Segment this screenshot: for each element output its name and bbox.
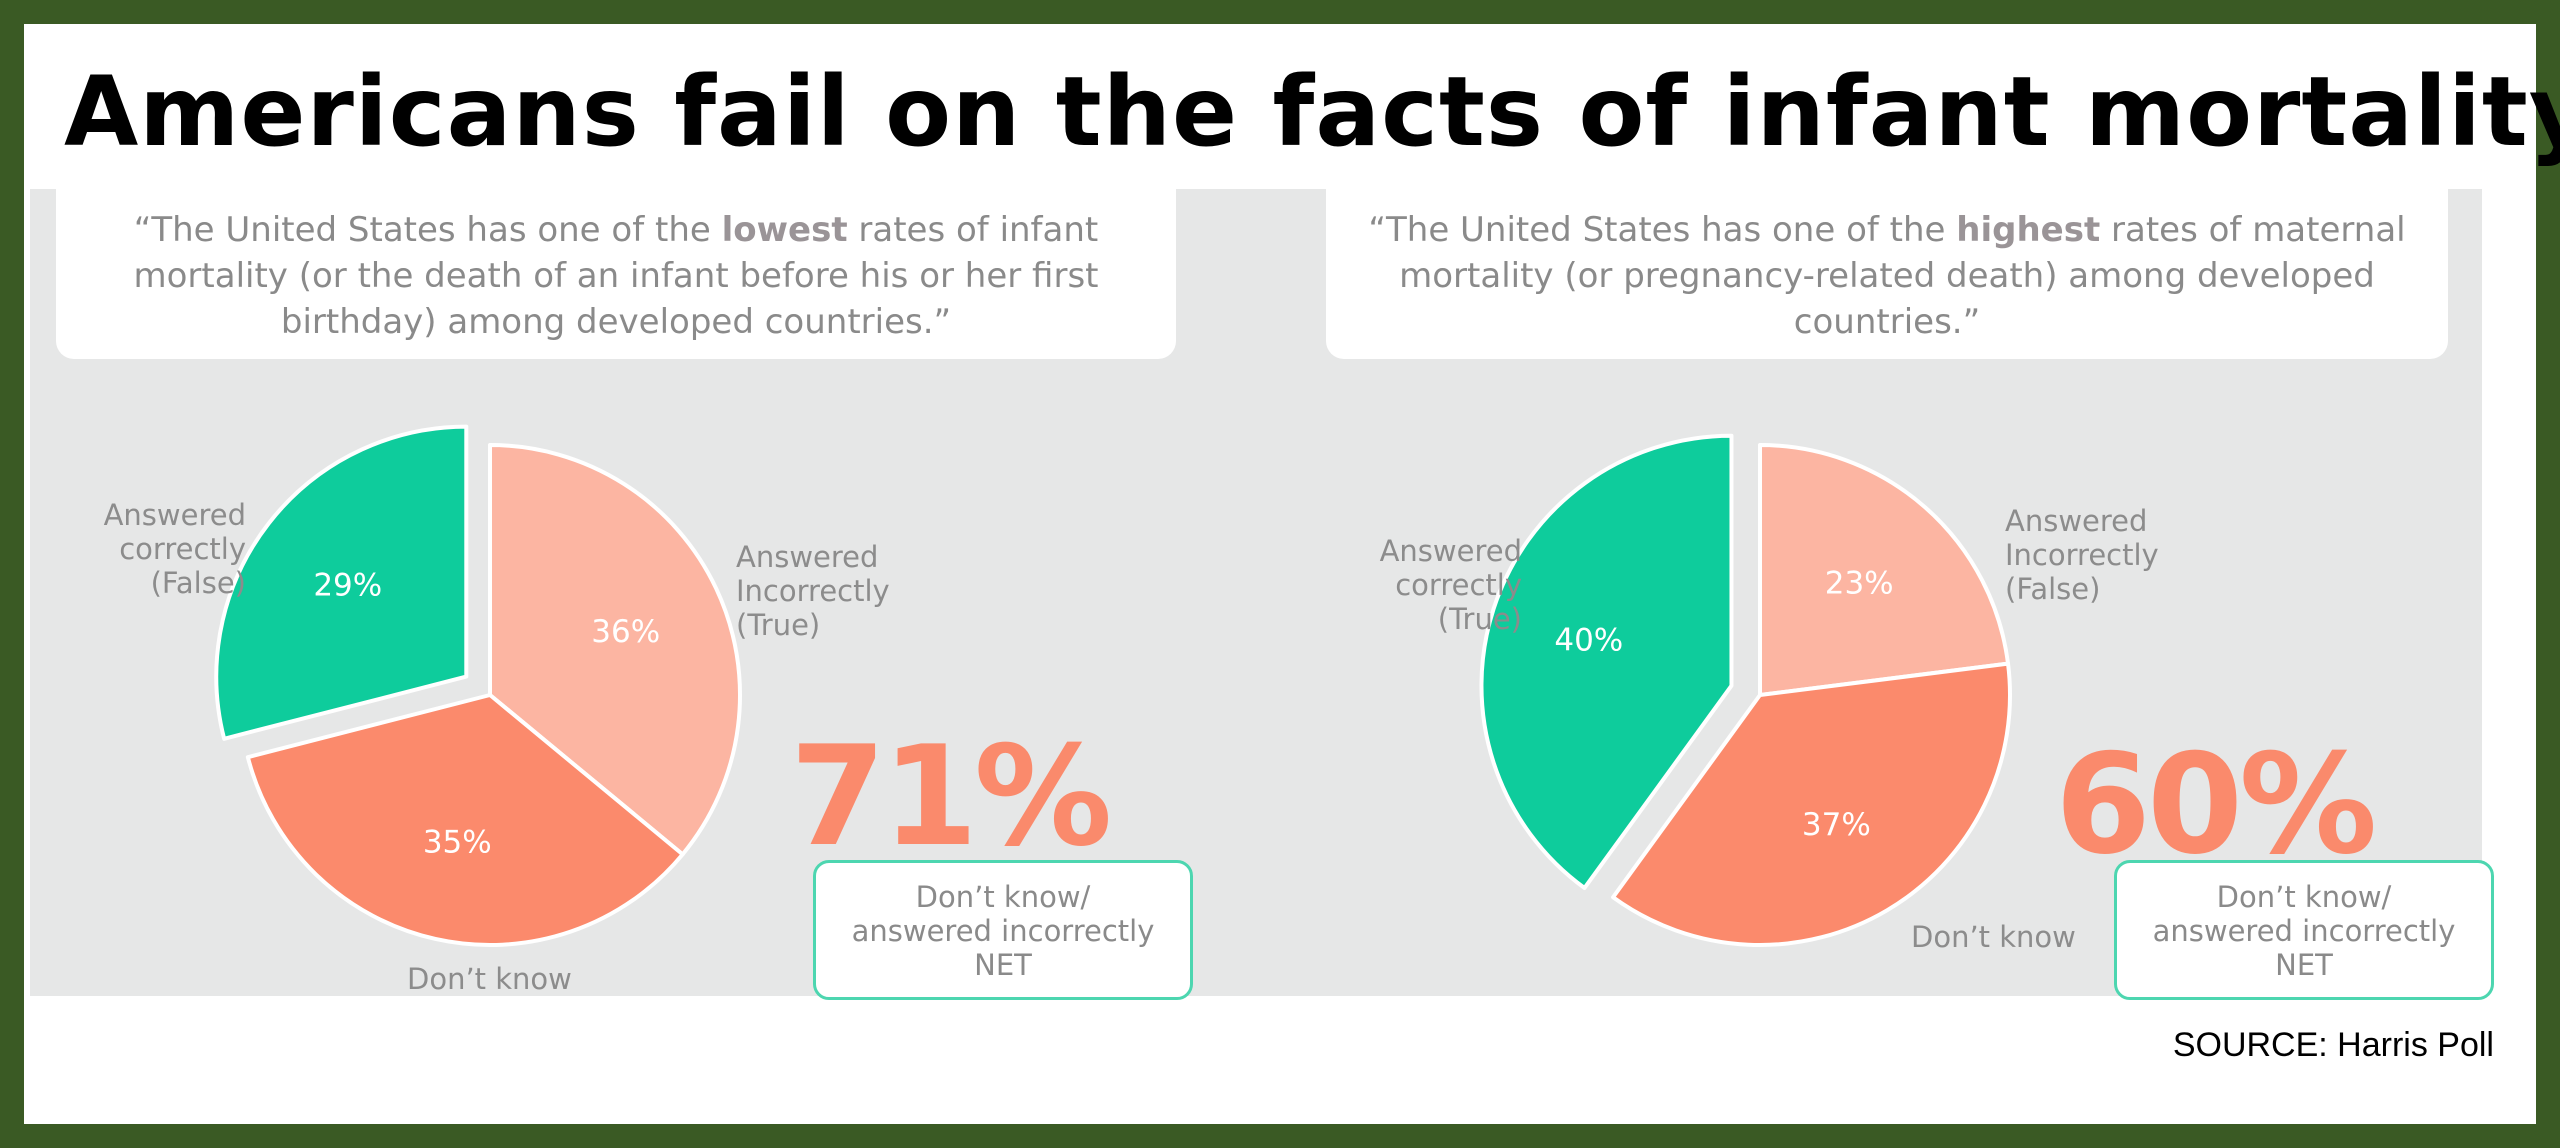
right-label-correct: Answered correctly (True) <box>1379 534 1522 636</box>
source-note: SOURCE: Harris Poll <box>2172 1026 2494 1064</box>
quote-right-pre: “The United States has one of the <box>1368 210 1957 250</box>
left-label-dont-know: Don’t know <box>407 962 572 996</box>
pie-maternal-slice-dont-know <box>1611 661 2012 947</box>
pie-infant-slice-correct <box>214 424 469 741</box>
pie-infant-slice-dont-know <box>245 693 685 947</box>
pie-infant-value-incorrect: 36% <box>591 614 660 650</box>
pie-chart-infant: 29% 36% 35% <box>214 424 742 947</box>
right-net-value: 60% <box>2055 724 2377 885</box>
quote-right: “The United States has one of the highes… <box>1326 189 2448 359</box>
pie-infant-slice-incorrect <box>488 443 742 857</box>
quote-right-post: rates of maternal mortality (or pregnanc… <box>1399 210 2406 342</box>
left-net-value: 71% <box>790 716 1112 877</box>
pie-maternal-value-incorrect: 23% <box>1825 565 1894 601</box>
right-label-incorrect: Answered Incorrectly (False) <box>2005 504 2159 606</box>
right-label-dont-know: Don’t know <box>1911 920 2076 954</box>
pie-maternal-value-dont-know: 37% <box>1802 807 1871 843</box>
quote-left-post: rates of infant mortality (or the death … <box>133 210 1099 342</box>
quote-left-bold: lowest <box>721 210 848 250</box>
left-net-label: Don’t know/ answered incorrectly NET <box>813 860 1193 1000</box>
left-label-incorrect: Answered Incorrectly (True) <box>736 540 890 642</box>
pie-maternal-value-correct: 40% <box>1554 622 1623 658</box>
right-net-label: Don’t know/ answered incorrectly NET <box>2114 860 2494 1000</box>
left-label-correct: Answered correctly (False) <box>103 498 246 600</box>
pie-maternal-slice-correct <box>1479 433 1734 890</box>
pie-maternal-slice-incorrect <box>1758 443 2011 697</box>
pie-infant-value-dont-know: 35% <box>423 824 492 860</box>
pie-chart-maternal: 40% 23% 37% <box>1479 433 2012 947</box>
quote-left: “The United States has one of the lowest… <box>56 189 1176 359</box>
page-title: Americans fail on the facts of infant mo… <box>64 56 2560 168</box>
pie-infant-value-correct: 29% <box>313 568 382 604</box>
quote-right-bold: highest <box>1956 210 2101 250</box>
quote-left-pre: “The United States has one of the <box>133 210 722 250</box>
